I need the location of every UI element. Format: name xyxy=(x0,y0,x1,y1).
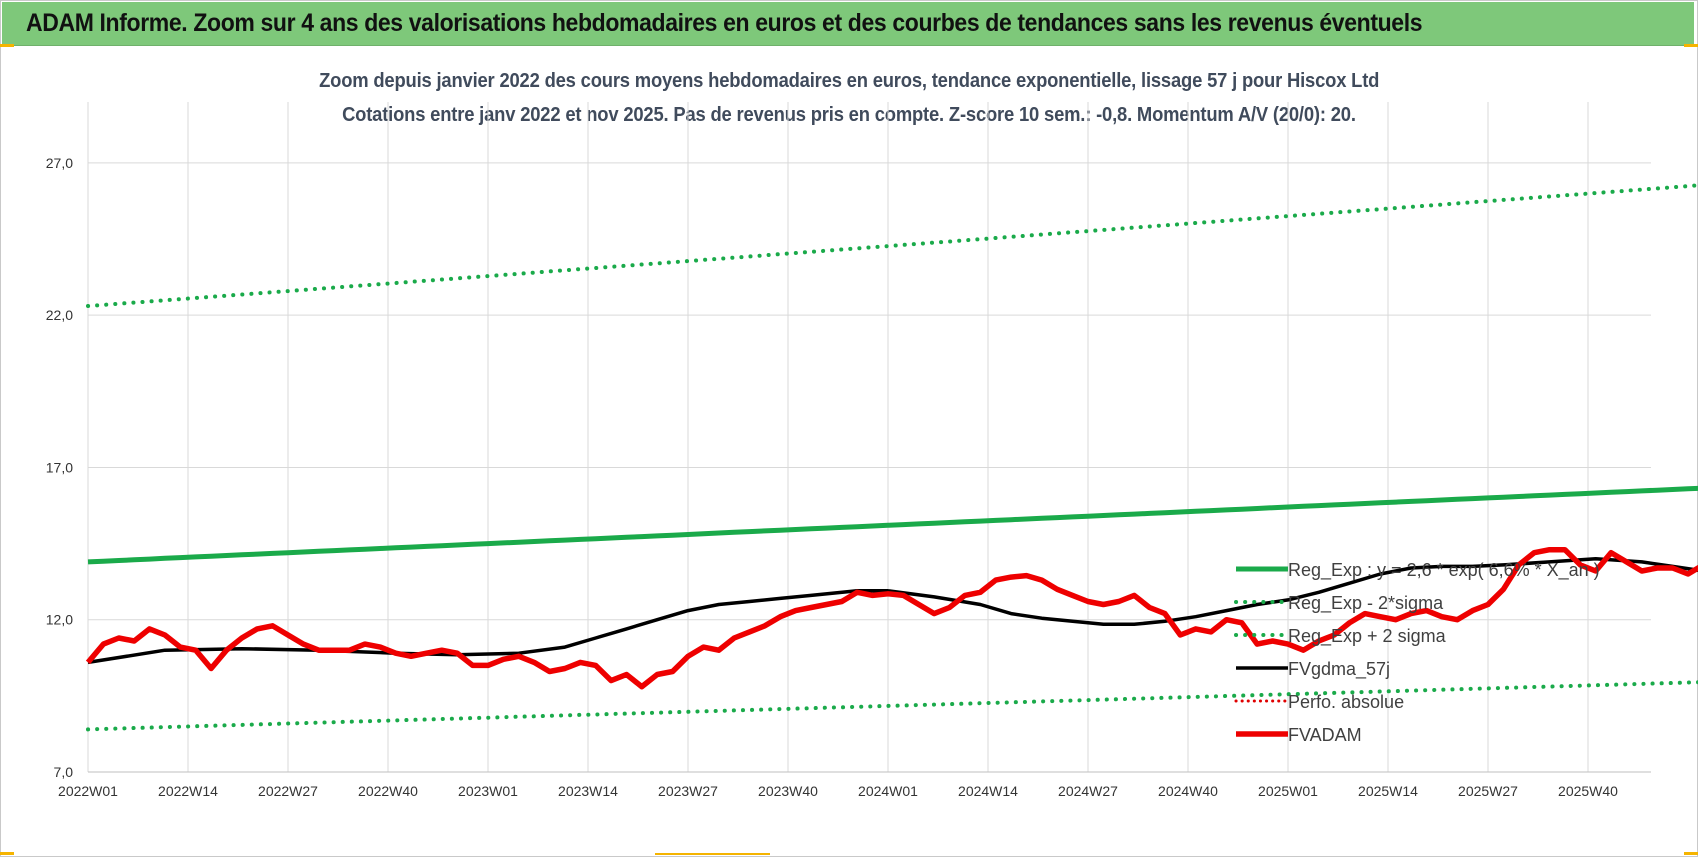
chart-subtitle-text: Cotations entre janv 2022 et nov 2025. P… xyxy=(342,104,1356,126)
y-tick-label: 17,0 xyxy=(46,459,73,475)
corner-mark-top-right xyxy=(1684,44,1698,47)
x-tick-label: 2022W14 xyxy=(158,783,218,799)
x-tick-label: 2025W01 xyxy=(1258,783,1318,799)
x-tick-label: 2023W01 xyxy=(458,783,518,799)
corner-mark-top-left xyxy=(0,44,14,47)
legend-label: Reg_Exp : y = 2,6 * exp( 6,6% * X_an ) xyxy=(1288,560,1600,581)
legend-label: Reg_Exp + 2 sigma xyxy=(1288,626,1447,647)
x-axis-ticks: 2022W01 2022W14 2022W27 2022W40 2023W01 2023W… xyxy=(58,783,1618,799)
y-tick-label: 22,0 xyxy=(46,307,73,323)
series-line-5 xyxy=(85,546,1698,690)
corner-mark-bottom-center xyxy=(655,853,770,855)
x-tick-label: 2022W40 xyxy=(358,783,418,799)
x-tick-label: 2025W14 xyxy=(1358,783,1418,799)
x-tick-label: 2023W14 xyxy=(558,783,618,799)
chart-title-text: Zoom depuis janvier 2022 des cours moyen… xyxy=(318,70,1380,92)
legend-label: FVADAM xyxy=(1288,725,1362,745)
x-tick-label: 2025W40 xyxy=(1558,783,1618,799)
x-tick-label: 2024W27 xyxy=(1058,783,1118,799)
chart-title: Zoom depuis janvier 2022 des cours moyen… xyxy=(0,70,1698,93)
x-tick-label: 2023W27 xyxy=(658,783,718,799)
corner-mark-bottom-right xyxy=(1684,852,1698,855)
legend-label: Reg_Exp - 2*sigma xyxy=(1288,593,1444,614)
legend-label: FVgdma_57j xyxy=(1288,659,1390,680)
x-tick-label: 2024W14 xyxy=(958,783,1018,799)
y-tick-label: 7,0 xyxy=(54,764,74,780)
legend-label: Perfo. absolue xyxy=(1288,692,1404,712)
x-tick-label: 2022W27 xyxy=(258,783,318,799)
series-lines xyxy=(85,183,1698,732)
series-line-0 xyxy=(87,485,1698,565)
series-line-3 xyxy=(87,557,1698,665)
series-line-1 xyxy=(86,680,1698,732)
header-banner: ADAM Informe. Zoom sur 4 ans des valoris… xyxy=(2,2,1694,46)
x-tick-label: 2024W40 xyxy=(1158,783,1218,799)
series-line-2 xyxy=(86,183,1698,308)
legend: Reg_Exp : y = 2,6 * exp( 6,6% * X_an ) Re… xyxy=(1234,560,1600,745)
corner-mark-bottom-left xyxy=(0,852,14,855)
x-tick-label: 2022W01 xyxy=(58,783,118,799)
gridlines xyxy=(87,102,1651,773)
banner-title: ADAM Informe. Zoom sur 4 ans des valoris… xyxy=(26,9,1423,37)
x-tick-label: 2024W01 xyxy=(858,783,918,799)
x-tick-label: 2025W27 xyxy=(1458,783,1518,799)
chart-subtitle: Cotations entre janv 2022 et nov 2025. P… xyxy=(0,104,1698,127)
y-axis-ticks: 7,0 12,0 17,0 22,0 27,0 xyxy=(46,155,73,780)
y-tick-label: 12,0 xyxy=(46,612,73,628)
x-tick-label: 2023W40 xyxy=(758,783,818,799)
y-tick-label: 27,0 xyxy=(46,155,73,171)
